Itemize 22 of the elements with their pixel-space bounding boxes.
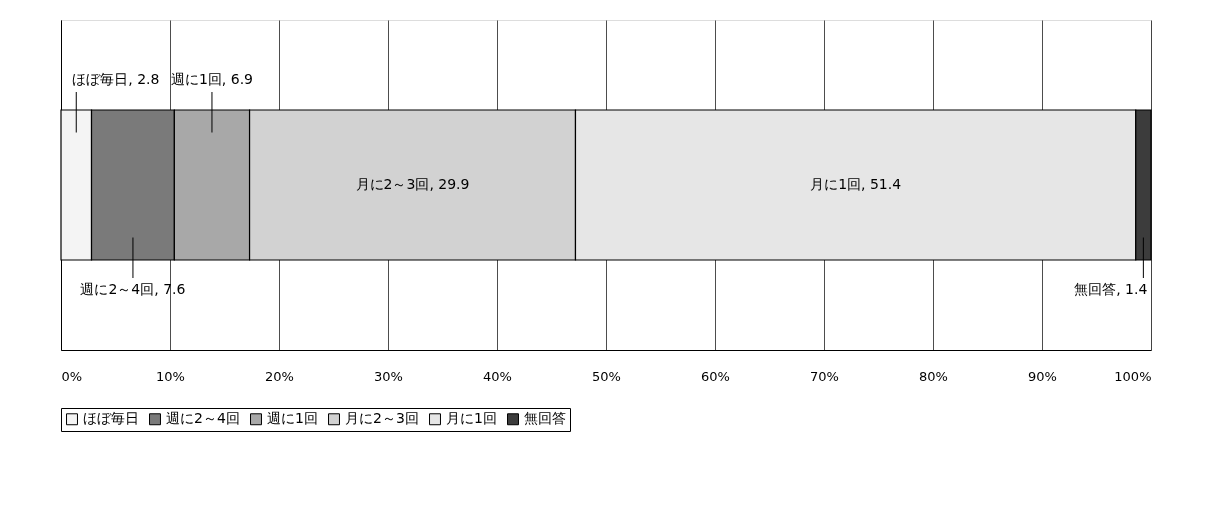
x-tick-label: 0% (61, 368, 83, 384)
legend-label: 週に1回 (267, 410, 318, 427)
x-tick-label: 70% (810, 368, 839, 384)
data-label: 月に2～3回, 29.9 (355, 176, 470, 192)
data-label: ほぼ毎日, 2.8 (72, 71, 160, 87)
legend-label: 月に1回 (446, 410, 497, 427)
data-label: 月に1回, 51.4 (810, 176, 902, 192)
x-tick-label: 10% (156, 368, 185, 384)
x-tick-label: 80% (919, 368, 948, 384)
x-tick-label: 20% (265, 368, 294, 384)
x-tick-label: 100% (1114, 368, 1152, 384)
legend-label: 月に2～3回 (345, 410, 419, 427)
data-label: 週に1回, 6.9 (170, 71, 253, 87)
x-tick-label: 60% (701, 368, 730, 384)
legend-label: ほぼ毎日 (83, 410, 139, 427)
legend-label: 無回答 (524, 410, 566, 427)
x-tick-label: 40% (483, 368, 512, 384)
x-tick-label: 50% (592, 368, 621, 384)
x-tick-label: 30% (374, 368, 403, 384)
legend-label: 週に2～4回 (166, 410, 240, 427)
x-tick-label: 90% (1028, 368, 1057, 384)
data-label: 無回答, 1.4 (1074, 281, 1148, 297)
